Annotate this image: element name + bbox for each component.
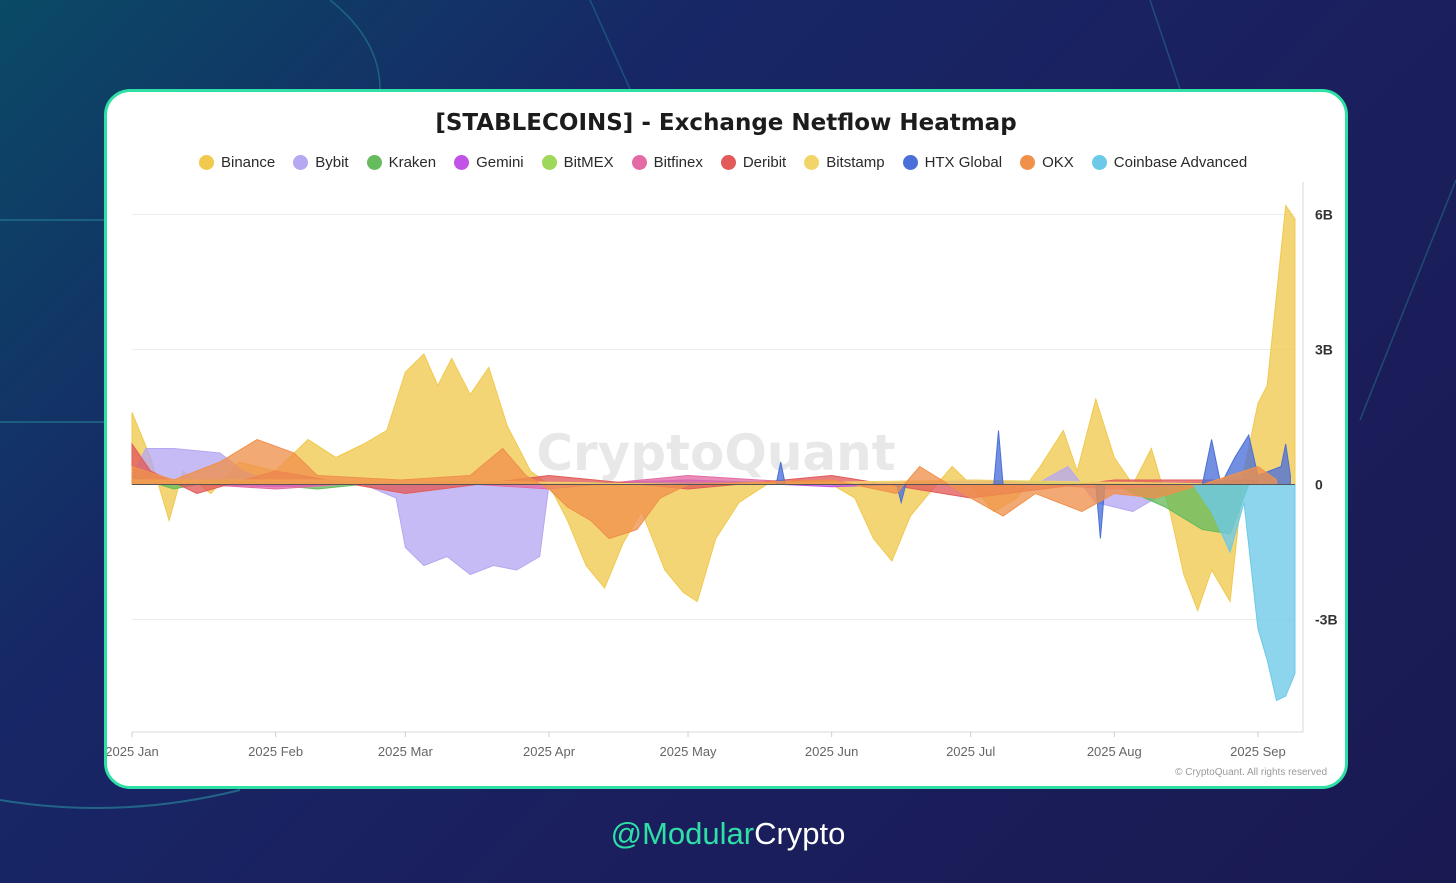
copyright-notice: © CryptoQuant. All rights reserved — [1175, 767, 1327, 778]
x-tick-label: 2025 Sep — [1230, 744, 1286, 759]
legend-swatch-deribit — [720, 154, 736, 170]
legend-item-bybit[interactable]: Bybit — [293, 153, 349, 171]
series-area-binance[interactable] — [131, 204, 1296, 612]
legend-label: Kraken — [388, 153, 437, 171]
handle-rest: Crypto — [754, 816, 846, 851]
x-tick-label: 2025 Jul — [946, 744, 995, 759]
legend-item-coinbase-advanced[interactable]: Coinbase Advanced — [1091, 153, 1248, 171]
legend-label: Coinbase Advanced — [1113, 153, 1248, 171]
legend-swatch-binance — [199, 154, 214, 170]
legend-item-deribit[interactable]: Deribit — [720, 153, 787, 171]
chart-plot: CryptoQuant 2025 Jan 2025 Feb 2025 Mar 2025… — [107, 182, 1338, 759]
legend-item-bitstamp[interactable]: Bitstamp — [804, 153, 885, 171]
legend-swatch-htx-global — [902, 154, 918, 170]
legend-item-kraken[interactable]: Kraken — [366, 153, 437, 171]
legend-label: Bitfinex — [653, 153, 703, 171]
handle-accent: @Modular — [610, 816, 755, 851]
x-tick-label: 2025 Apr — [523, 744, 576, 759]
chart-watermark: CryptoQuant — [536, 424, 895, 482]
chart-legend: Binance Bybit Kraken Gemini BitMEX Bitfinex De… — [199, 150, 1265, 174]
legend-swatch-bitstamp — [804, 154, 820, 170]
chart-title: [STABLECOINS] - Exchange Netflow Heatmap — [435, 110, 1017, 136]
chart-card: [STABLECOINS] - Exchange Netflow Heatmap… — [104, 89, 1348, 789]
legend-swatch-bitfinex — [631, 154, 647, 170]
legend-swatch-bitmex — [541, 154, 557, 170]
y-tick-label: 0 — [1315, 477, 1323, 493]
x-tick-label: 2025 Aug — [1087, 744, 1142, 759]
legend-swatch-coinbase-advanced — [1091, 154, 1107, 170]
legend-swatch-kraken — [366, 154, 382, 170]
y-tick-label: 3B — [1315, 342, 1333, 358]
legend-label: Bybit — [315, 153, 349, 171]
legend-label: OKX — [1042, 153, 1074, 171]
legend-item-okx[interactable]: OKX — [1020, 154, 1074, 171]
y-tick-label: -3B — [1315, 612, 1338, 628]
legend-label: Deribit — [742, 153, 787, 171]
x-tick-label: 2025 Feb — [248, 744, 303, 759]
legend-item-gemini[interactable]: Gemini — [454, 154, 524, 171]
series-area-okx[interactable] — [131, 438, 1277, 540]
x-tick-label: 2025 May — [659, 744, 717, 759]
legend-label: Binance — [221, 153, 276, 171]
x-tick-label: 2025 Jun — [805, 744, 859, 759]
series-area-coinbase-advanced[interactable] — [132, 484, 1296, 702]
x-axis: 2025 Jan 2025 Feb 2025 Mar 2025 Apr 2025 May… — [107, 731, 1303, 759]
legend-label: Gemini — [476, 153, 524, 171]
chart-grid — [132, 214, 1295, 620]
author-handle: @ModularCrypto — [0, 816, 1456, 852]
legend-item-htx-global[interactable]: HTX Global — [902, 153, 1003, 171]
legend-item-bitmex[interactable]: BitMEX — [541, 153, 614, 171]
legend-label: HTX Global — [924, 153, 1003, 171]
x-tick-label: 2025 Jan — [107, 744, 159, 759]
chart-series-areas — [131, 204, 1296, 702]
x-tick-label: 2025 Mar — [378, 744, 434, 759]
legend-swatch-okx — [1020, 154, 1036, 170]
legend-label: Bitstamp — [826, 153, 885, 171]
legend-item-bitfinex[interactable]: Bitfinex — [631, 153, 703, 171]
y-axis: 6B 3B 0 -3B — [1302, 182, 1338, 732]
legend-label: BitMEX — [563, 153, 614, 171]
y-tick-label: 6B — [1315, 207, 1333, 223]
legend-item-binance[interactable]: Binance — [199, 154, 275, 171]
legend-swatch-bybit — [293, 154, 309, 170]
legend-swatch-gemini — [454, 154, 470, 170]
